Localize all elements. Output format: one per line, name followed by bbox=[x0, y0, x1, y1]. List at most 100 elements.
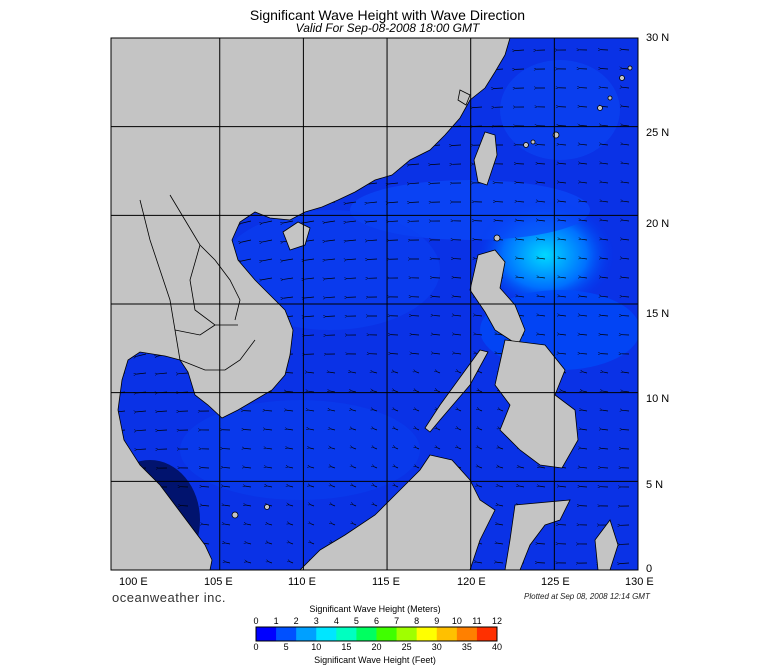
direction-arrow bbox=[283, 277, 294, 279]
direction-arrow bbox=[517, 201, 525, 202]
direction-arrow bbox=[137, 411, 147, 412]
direction-arrow bbox=[539, 296, 546, 297]
direction-arrow bbox=[581, 258, 588, 259]
direction-arrow bbox=[265, 410, 273, 411]
direction-arrow bbox=[479, 429, 483, 431]
direction-arrow bbox=[583, 372, 588, 374]
direction-arrow bbox=[262, 277, 273, 280]
direction-arrow bbox=[330, 410, 336, 412]
direction-arrow bbox=[580, 125, 588, 126]
direction-arrow bbox=[622, 296, 630, 297]
direction-arrow bbox=[581, 315, 588, 316]
direction-arrow bbox=[286, 391, 294, 392]
meter-tick-label: 5 bbox=[353, 616, 359, 626]
direction-arrow bbox=[562, 391, 567, 393]
direction-arrow bbox=[373, 410, 378, 412]
direction-arrow bbox=[623, 220, 630, 221]
direction-arrow bbox=[416, 372, 420, 374]
direction-arrow bbox=[310, 467, 315, 469]
direction-arrow bbox=[581, 467, 588, 468]
direction-arrow bbox=[437, 448, 441, 450]
direction-arrow bbox=[458, 429, 462, 431]
meter-tick-label: 11 bbox=[472, 616, 482, 626]
direction-arrow bbox=[416, 467, 420, 469]
meter-tick-label: 9 bbox=[434, 616, 440, 626]
direction-arrow bbox=[623, 410, 630, 411]
direction-arrow bbox=[202, 505, 210, 506]
direction-arrow bbox=[245, 486, 252, 488]
direction-arrow bbox=[289, 505, 294, 507]
direction-arrow bbox=[410, 164, 420, 165]
lon-label: 120 E bbox=[457, 576, 486, 588]
direction-arrow bbox=[374, 429, 378, 431]
direction-arrow bbox=[454, 296, 462, 297]
direction-arrow bbox=[262, 220, 273, 223]
direction-arrow bbox=[538, 182, 546, 183]
direction-arrow bbox=[581, 220, 588, 221]
direction-arrow bbox=[476, 315, 483, 316]
direction-arrow bbox=[241, 239, 252, 242]
direction-arrow bbox=[305, 335, 315, 336]
direction-arrow bbox=[309, 429, 315, 431]
direction-arrow bbox=[623, 201, 630, 202]
direction-arrow bbox=[157, 373, 168, 374]
direction-arrow bbox=[581, 239, 588, 240]
direction-arrow bbox=[368, 221, 378, 222]
direction-arrow bbox=[580, 353, 588, 354]
direction-arrow bbox=[601, 334, 609, 335]
meter-tick-label: 2 bbox=[293, 616, 299, 626]
direction-arrow bbox=[560, 258, 567, 259]
direction-arrow bbox=[353, 524, 357, 526]
chart-title: Significant Wave Height with Wave Direct… bbox=[249, 7, 526, 23]
direction-arrow bbox=[580, 334, 588, 335]
direction-arrow bbox=[225, 524, 231, 526]
colorbar-swatch bbox=[436, 627, 458, 641]
meter-tick-label: 4 bbox=[333, 616, 339, 626]
direction-arrow bbox=[623, 87, 630, 88]
direction-arrow bbox=[458, 372, 462, 374]
direction-arrow bbox=[346, 220, 357, 222]
direction-arrow bbox=[581, 296, 588, 297]
direction-arrow bbox=[351, 391, 357, 393]
feet-tick-label: 30 bbox=[431, 642, 442, 652]
colorbar-swatch bbox=[396, 627, 418, 641]
feet-tick-label: 25 bbox=[401, 642, 412, 652]
direction-arrow bbox=[437, 372, 441, 374]
direction-arrow bbox=[494, 88, 504, 89]
colorbar-swatch bbox=[376, 627, 398, 641]
meter-tick-label: 1 bbox=[273, 616, 279, 626]
feet-tick-label: 10 bbox=[311, 642, 322, 652]
direction-arrow bbox=[496, 220, 504, 221]
direction-arrow bbox=[437, 429, 441, 431]
direction-arrow bbox=[287, 429, 294, 431]
direction-arrow bbox=[479, 448, 483, 450]
direction-arrow bbox=[373, 372, 378, 374]
direction-arrow bbox=[581, 163, 588, 164]
direction-arrow bbox=[601, 448, 609, 449]
direction-arrow bbox=[368, 240, 378, 241]
lon-label: 100 E bbox=[119, 576, 148, 588]
direction-arrow bbox=[433, 315, 441, 316]
direction-arrow bbox=[602, 182, 609, 183]
direction-arrow bbox=[519, 486, 525, 488]
direction-arrow bbox=[202, 486, 210, 487]
direction-arrow bbox=[347, 278, 357, 279]
direction-arrow bbox=[623, 258, 630, 259]
direction-arrow bbox=[311, 505, 315, 507]
direction-arrow bbox=[458, 410, 462, 412]
lon-label: 110 E bbox=[288, 576, 316, 588]
plotted-timestamp: Plotted at Sep 08, 2008 12:14 GMT bbox=[524, 592, 650, 601]
direction-arrow bbox=[290, 543, 294, 545]
direction-arrow bbox=[246, 524, 252, 526]
direction-arrow bbox=[538, 163, 546, 164]
direction-arrow bbox=[498, 524, 504, 526]
land bbox=[111, 38, 633, 570]
direction-arrow bbox=[581, 448, 588, 449]
direction-arrow bbox=[346, 240, 357, 241]
direction-arrow bbox=[454, 277, 462, 278]
direction-arrow bbox=[479, 410, 483, 412]
colorbar-title-feet: Significant Wave Height (Feet) bbox=[314, 655, 436, 665]
direction-arrow bbox=[517, 220, 525, 221]
direction-arrow bbox=[223, 467, 231, 468]
